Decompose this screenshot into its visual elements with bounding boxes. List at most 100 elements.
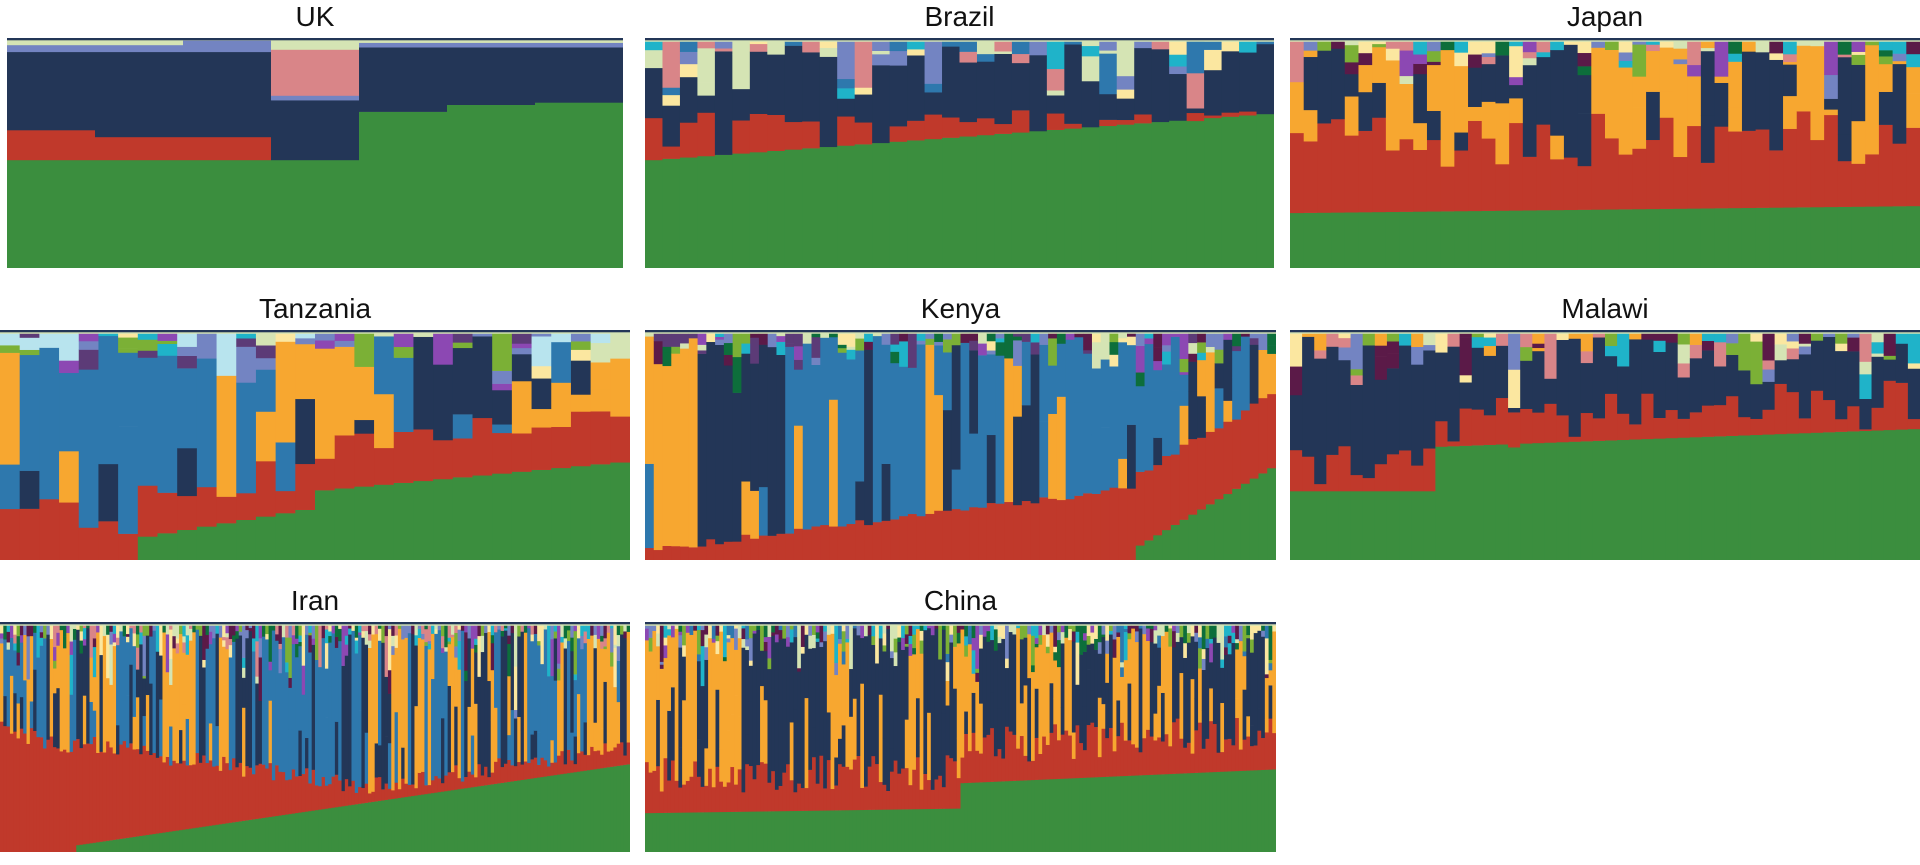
bar-segment-red xyxy=(341,790,346,807)
bar-segment-navy xyxy=(570,360,592,395)
bar-segment-darkgreen xyxy=(235,630,240,639)
bar-segment-red xyxy=(748,765,754,812)
bar-segment-plum xyxy=(384,625,389,637)
bar-segment-steel xyxy=(122,636,127,701)
bar-segment-red xyxy=(1314,483,1327,492)
bar-segment-cyan xyxy=(1859,374,1873,400)
bar-segment-green xyxy=(1064,778,1069,852)
bar-segment-green xyxy=(975,782,980,852)
bar-segment-red xyxy=(63,749,67,852)
bar-segment-red xyxy=(708,768,713,813)
bar-segment-steel xyxy=(934,345,944,396)
bar-segment-green xyxy=(464,787,469,852)
bar-segment-cyan xyxy=(1220,659,1225,668)
bar-segment-purple xyxy=(975,625,980,669)
bar-segment-red xyxy=(1592,418,1606,441)
bar-segment-sage xyxy=(680,343,690,349)
bar-segment-pink xyxy=(1399,41,1414,51)
bar-segment-navy xyxy=(258,700,263,764)
bar-segment-green xyxy=(872,142,891,268)
bar-segment-lavender xyxy=(242,625,246,658)
bar-segment-orange xyxy=(1101,703,1106,729)
bar-segment-orange xyxy=(218,637,223,771)
bar-segment-darkgreen xyxy=(616,625,621,636)
bar-segment-green xyxy=(504,782,508,852)
bar-segment-red xyxy=(69,751,74,852)
bar-segment-red xyxy=(89,743,94,844)
bar-segment-orange xyxy=(557,680,561,725)
bar-segment-cream xyxy=(945,661,950,681)
bar-segment-paleblue xyxy=(295,333,316,339)
bar-segment-steel xyxy=(126,695,130,748)
bar-segment-red xyxy=(1618,154,1633,210)
bar-segment-green xyxy=(1577,209,1592,268)
bar-segment-cyan xyxy=(354,640,359,654)
bar-segment-navy xyxy=(1544,378,1558,404)
bar-segment-red xyxy=(1075,725,1080,779)
bar-segment-sage xyxy=(391,635,396,647)
bar-segment-plum xyxy=(1577,52,1592,67)
bar-segment-orange xyxy=(1134,641,1140,748)
bar-segment-green xyxy=(484,785,489,852)
bar-segment-cream xyxy=(1618,41,1633,53)
bar-segment-sage xyxy=(893,625,898,639)
bar-segment-navy xyxy=(623,637,628,756)
bar-segment-orange xyxy=(172,648,177,721)
bar-segment-cyan xyxy=(1144,333,1154,339)
bar-segment-steel xyxy=(116,644,120,726)
bar-segment-darkgreen xyxy=(1057,639,1062,668)
bar-segment-navy xyxy=(159,655,164,700)
bar-segment-lime xyxy=(945,625,950,654)
bar-segment-red xyxy=(693,761,698,813)
bar-segment-orange xyxy=(912,654,917,770)
bar-segment-lavender xyxy=(288,625,293,638)
bar-segment-red xyxy=(1011,110,1030,133)
bar-segment-red xyxy=(854,122,873,145)
bar-segment-orange xyxy=(953,646,958,689)
bar-segment-violet xyxy=(1021,333,1032,342)
bar-segment-navy xyxy=(1423,350,1436,449)
bar-segment-navy xyxy=(7,51,96,131)
bar-segment-pink xyxy=(1859,333,1873,362)
bar-segment-steel xyxy=(527,627,532,764)
bar-segment-red xyxy=(1127,740,1132,776)
bar-segment-plum xyxy=(1883,333,1897,343)
bar-segment-cyan xyxy=(715,333,725,338)
bar-segment-red xyxy=(1454,150,1469,212)
bar-segment-lime xyxy=(315,625,319,660)
bar-segment-pink xyxy=(1786,348,1800,360)
bar-segment-red xyxy=(1810,139,1825,208)
bar-segment-red xyxy=(1232,419,1242,489)
bar-segment-red xyxy=(1134,114,1153,124)
bar-segment-navy xyxy=(378,745,382,778)
top-border xyxy=(0,622,630,625)
bar-segment-navy xyxy=(511,354,533,382)
bar-segment-lavender xyxy=(1261,630,1266,637)
bar-segment-green xyxy=(1016,780,1021,852)
bar-segment-green xyxy=(763,811,769,852)
bar-segment-cyan xyxy=(1907,333,1920,364)
bar-segment-green xyxy=(1823,432,1836,560)
bar-segment-steel xyxy=(13,650,18,694)
bar-segment-green xyxy=(137,536,159,560)
bar-segment-red xyxy=(1194,730,1199,773)
bar-segment-navy xyxy=(1224,654,1229,740)
bar-segment-navy xyxy=(33,669,38,732)
bar-segment-red xyxy=(225,762,230,824)
bar-segment-navy xyxy=(1257,708,1262,731)
bar-segment-violet xyxy=(697,350,707,354)
bar-segment-pink xyxy=(450,634,455,638)
bar-segment-purple xyxy=(767,636,772,659)
bar-segment-green xyxy=(195,827,200,852)
bar-segment-steel xyxy=(872,335,883,523)
bar-segment-lavender xyxy=(934,341,944,346)
bar-segment-cyan xyxy=(6,625,11,632)
bar-segment-lime xyxy=(1023,625,1028,638)
bar-segment-steel xyxy=(364,732,369,784)
bar-segment-orange xyxy=(89,657,94,702)
bar-segment-orange xyxy=(1906,66,1920,94)
bar-segment-green xyxy=(531,469,552,560)
bar-segment-orange xyxy=(908,655,913,749)
bar-segment-sage xyxy=(704,634,709,648)
bar-segment-green xyxy=(745,811,750,852)
